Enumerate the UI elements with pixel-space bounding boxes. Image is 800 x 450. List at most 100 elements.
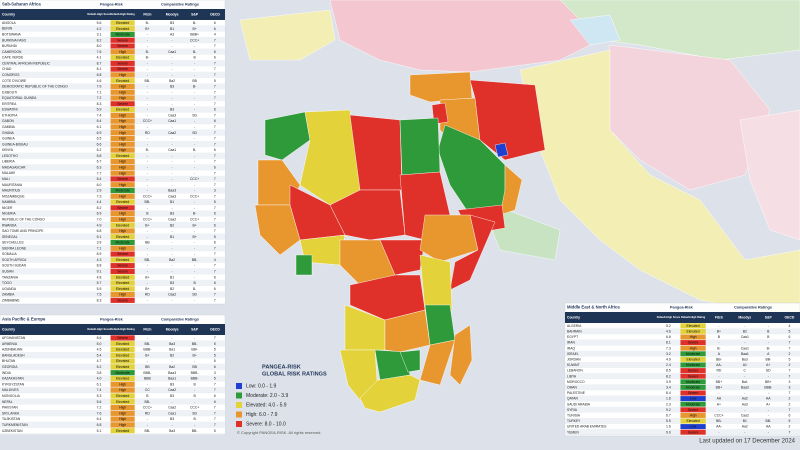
- column-header: Country: [567, 315, 580, 319]
- country-name: NIGERIA: [2, 212, 16, 216]
- table-cell: BB: [145, 241, 150, 245]
- table-cell: 7.6: [97, 50, 102, 54]
- table-cell: High: [690, 335, 697, 339]
- table-cell: High: [690, 346, 697, 350]
- table-cell: 7: [214, 61, 216, 65]
- table-cell: B3: [170, 85, 174, 89]
- table-cell: Aa2: [742, 425, 748, 429]
- table-cell: BB-: [765, 357, 771, 361]
- table-cell: Severe: [117, 264, 128, 268]
- country-name: TURKMENISTAN: [2, 423, 28, 427]
- table-cell: -: [147, 206, 148, 210]
- table-cell: 7: [214, 102, 216, 106]
- table-cell: 6: [214, 165, 216, 169]
- table-cell: B2: [170, 287, 174, 291]
- table-cell: Caa2: [168, 388, 176, 392]
- table-header-row: [0, 9, 225, 20]
- rating-cell: [110, 387, 135, 393]
- column-header: Fitch: [143, 327, 151, 331]
- table-cell: 7: [788, 369, 790, 373]
- map-region: [449, 324, 473, 386]
- table-cell: Moderate: [115, 33, 129, 37]
- table-cell: 6: [214, 223, 216, 227]
- table-cell: 7: [214, 382, 216, 386]
- table-cell: 5.2: [666, 324, 671, 328]
- rating-cell: [110, 375, 135, 382]
- table-cell: Elevated: [116, 21, 129, 25]
- table-cell: Caa1: [168, 148, 176, 152]
- table-cell: Severe: [688, 430, 699, 434]
- table-cell: Ba1: [169, 348, 175, 352]
- table-cell: 5.3: [97, 394, 102, 398]
- rating-cell: [680, 384, 706, 390]
- table-cell: Baa3: [168, 371, 176, 375]
- table-cell: 4.1: [97, 56, 102, 60]
- table-cell: Severe: [688, 374, 699, 378]
- country-name: ANGOLA: [2, 21, 17, 25]
- country-name: TOGO: [2, 281, 12, 285]
- table-cell: High: [119, 382, 126, 386]
- map-region: [569, 14, 621, 46]
- table-cell: Severe: [117, 102, 128, 106]
- table-cell: 6: [214, 119, 216, 123]
- table-cell: B-: [146, 148, 149, 152]
- column-header: Default-High Rating: [111, 12, 136, 16]
- rating-cell: [680, 412, 706, 418]
- rating-cell: [110, 286, 135, 292]
- rating-cell: [110, 26, 135, 32]
- table-cell: -: [147, 246, 148, 250]
- legend-label: Low: 0.0 - 1.9: [246, 383, 277, 389]
- rating-cell: [110, 170, 135, 176]
- rating-cell: [110, 89, 135, 95]
- table-cell: 7: [214, 137, 216, 141]
- table-cell: 8.2: [97, 38, 102, 42]
- table-cell: 4.6: [97, 79, 102, 83]
- table-cell: -: [172, 206, 173, 210]
- rating-cell: [680, 345, 706, 351]
- map-region: [499, 164, 523, 216]
- table-cell: 5: [788, 329, 790, 333]
- table-cell: -: [194, 200, 195, 204]
- table-cell: -: [194, 119, 195, 123]
- rating-cell: [110, 280, 135, 286]
- table-cell: Elevated: [116, 275, 129, 279]
- country-name: JORDAN: [567, 357, 581, 361]
- country-name: KYRGYZSTAN: [2, 382, 25, 386]
- table-cell: 2: [788, 397, 790, 401]
- rating-cell: [110, 187, 135, 194]
- table-cell: BBB: [144, 377, 152, 381]
- table-cell: -: [147, 183, 148, 187]
- table-cell: -: [194, 137, 195, 141]
- table-cell: Elevated: [116, 108, 129, 112]
- column-header: Default-High Score: [87, 327, 111, 331]
- table-cell: -: [147, 160, 148, 164]
- table-cell: High: [119, 96, 126, 100]
- table-cell: B-: [193, 85, 196, 89]
- table-cell: 2.3: [666, 402, 671, 406]
- table-cell: 6: [788, 413, 790, 417]
- table-cell: Severe: [117, 61, 128, 65]
- table-cell: 4.0: [97, 377, 102, 381]
- risk-table: Middle East & North Africa Pangea-Risk Com…: [564, 302, 800, 437]
- table-cell: A1: [743, 363, 747, 367]
- table-cell: -: [172, 90, 173, 94]
- table-cell: -: [194, 154, 195, 158]
- table-cell: B3: [170, 394, 174, 398]
- table-cell: -: [147, 142, 148, 146]
- table-cell: 6.0: [97, 183, 102, 187]
- rating-cell: [110, 124, 135, 130]
- table-cell: 2: [788, 402, 790, 406]
- table-cell: 6: [214, 21, 216, 25]
- table-cell: -: [194, 298, 195, 302]
- table-cell: BB+: [191, 348, 198, 352]
- country-name: REPUBLIC OF THE CONGO: [2, 217, 45, 221]
- table-cell: High: [119, 148, 126, 152]
- rating-cell: [110, 393, 135, 399]
- table-cell: 6.4: [97, 119, 102, 123]
- table-cell: RD: [145, 411, 150, 415]
- country-name: SEYCHELLES: [2, 241, 24, 245]
- table-cell: B+: [193, 235, 197, 239]
- table-cell: Elevated: [116, 281, 129, 285]
- table-cell: -: [718, 408, 719, 412]
- table-cell: 4.8: [97, 275, 102, 279]
